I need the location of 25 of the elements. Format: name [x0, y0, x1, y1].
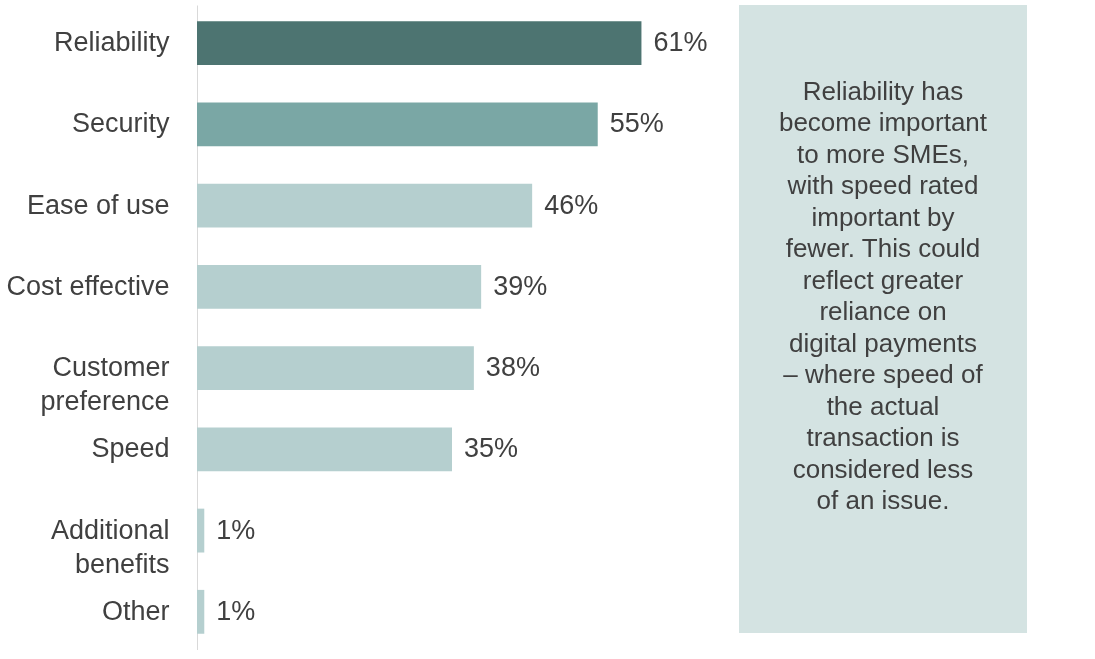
bar	[197, 183, 533, 228]
data-label: 1%	[216, 514, 256, 545]
data-label: 39%	[493, 270, 548, 301]
bar	[197, 346, 474, 391]
y-tick-label: Speed	[91, 433, 170, 464]
y-tick-label: Ease of use	[26, 189, 170, 220]
data-label: 55%	[609, 108, 664, 139]
y-tick-label: Additional benefits	[50, 514, 170, 579]
data-label: 35%	[464, 433, 519, 464]
bar	[197, 264, 482, 309]
text: Reliability has become important to more SMEs, with speed rated important by fewer. This could reflect greater reliance on digital payments – where speed of the actual transaction is considered less of an issue.	[778, 75, 988, 515]
data-label: 46%	[544, 189, 599, 220]
bar	[197, 21, 642, 66]
data-label: 1%	[216, 595, 256, 626]
data-label: 38%	[485, 352, 540, 383]
bar	[197, 508, 205, 553]
y-tick-label: Reliability	[53, 27, 170, 58]
data-label: 61%	[653, 27, 708, 58]
bar	[197, 589, 205, 634]
y-tick-label: Security	[71, 108, 170, 139]
bar	[197, 102, 598, 147]
y-tick-label: Other	[101, 595, 170, 626]
y-tick-label: Customer preference	[40, 352, 170, 417]
y-tick-label: Cost effective	[6, 270, 170, 301]
bar	[197, 427, 453, 472]
